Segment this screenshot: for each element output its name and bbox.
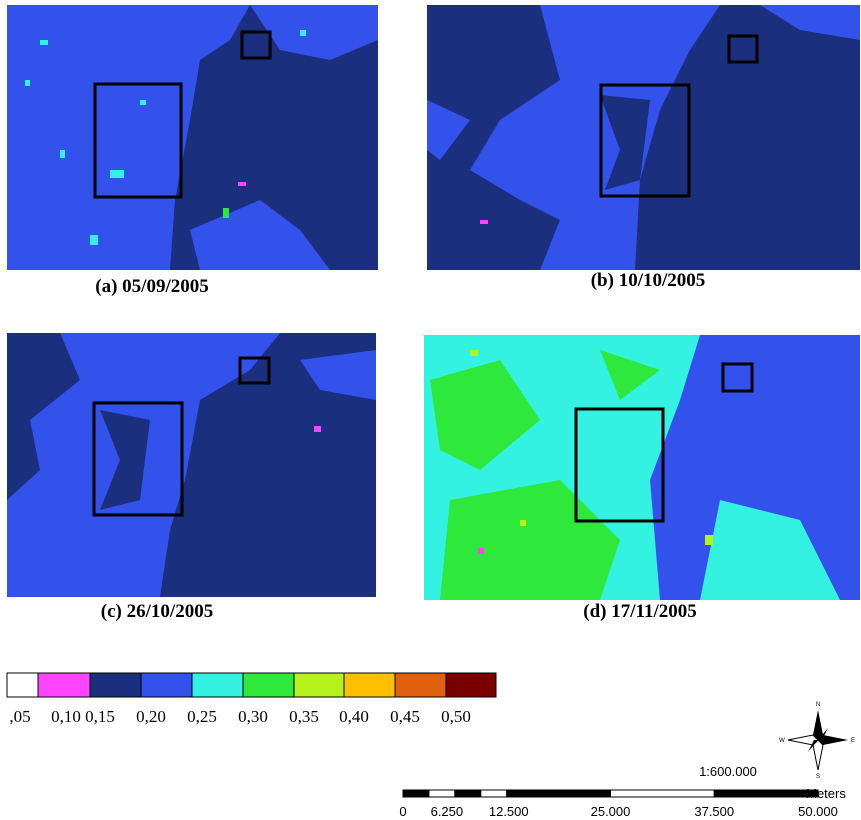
legend-label: 0,10 <box>51 707 81 726</box>
legend-label: 0,50 <box>441 707 471 726</box>
compass-label: S <box>816 774 820 780</box>
scale-segment <box>429 790 455 797</box>
legend-label: ,05 <box>9 707 30 726</box>
figure: (a) 05/09/2005 (b) 10/10/2005 (c) 26/10/… <box>0 0 861 820</box>
caption: (b) 10/10/2005 <box>591 270 706 291</box>
scale-segment <box>403 790 429 797</box>
caption: (c) 26/10/2005 <box>101 601 213 622</box>
map-panel <box>427 5 860 270</box>
legend-swatch <box>344 673 395 697</box>
scale-tick-label: 6.250 <box>431 804 464 819</box>
compass-label: E <box>851 738 855 744</box>
compass-label: W <box>779 738 785 744</box>
legend-label: 0,40 <box>339 707 369 726</box>
scale-segment <box>455 790 481 797</box>
legend-swatch <box>395 673 446 697</box>
map-panel <box>7 5 378 270</box>
scale-segment <box>481 790 507 797</box>
map-panel <box>424 335 860 600</box>
scale-segment <box>714 790 818 797</box>
caption: (a) 05/09/2005 <box>95 276 208 297</box>
scale-bar: 0 6.250 12.500 25.000 37.500 50.000 <box>399 790 838 819</box>
legend-swatch <box>90 673 141 697</box>
legend-label: 0,35 <box>289 707 319 726</box>
scale-tick-label: 0 <box>399 804 406 819</box>
scale-segment <box>611 790 715 797</box>
scale-tick-label: 12.500 <box>489 804 529 819</box>
legend-swatch <box>38 673 90 697</box>
legend-swatch <box>446 673 496 697</box>
compass-label: N <box>816 702 820 708</box>
scale-tick-label: 50.000 <box>798 804 838 819</box>
scale-tick-label: 25.000 <box>591 804 631 819</box>
legend-label: 0,30 <box>238 707 268 726</box>
legend-swatch <box>294 673 344 697</box>
legend-label: 0,25 <box>187 707 217 726</box>
scale-unit: Meters <box>806 786 846 801</box>
caption: (d) 17/11/2005 <box>583 601 696 622</box>
legend-label: 0,20 <box>136 707 166 726</box>
legend-swatch <box>243 673 294 697</box>
scale-tick-label: 37.500 <box>694 804 734 819</box>
legend-label: 0,15 <box>85 707 115 726</box>
compass: N S E W <box>779 702 855 780</box>
legend-label: 0,45 <box>390 707 420 726</box>
scale-ratio: 1:600.000 <box>699 764 757 779</box>
scale-segment <box>507 790 611 797</box>
legend-swatch <box>7 673 38 697</box>
legend-swatch <box>141 673 192 697</box>
map-panel <box>7 333 376 597</box>
legend-swatch <box>192 673 243 697</box>
